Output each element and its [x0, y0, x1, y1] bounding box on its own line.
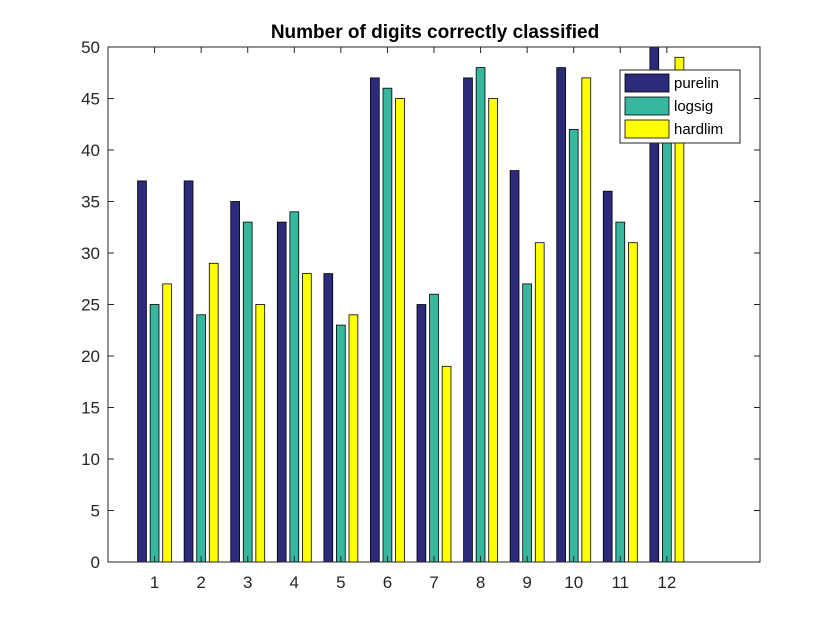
bar-logsig-6	[382, 87, 393, 563]
y-axis-ticks: 0 5 10 15 20 25 30 35 40 45 50	[81, 38, 760, 572]
bar-purelin-3	[230, 201, 240, 563]
y-tick-label: 20	[81, 347, 100, 366]
y-tick-label: 50	[81, 38, 100, 57]
bar-logsig-8	[475, 67, 486, 563]
x-tick-label: 2	[196, 573, 205, 592]
x-tick-label: 1	[150, 573, 159, 592]
bar-purelin-8	[463, 77, 473, 563]
bar-purelin-7	[416, 304, 427, 563]
y-tick-label: 0	[91, 553, 100, 572]
bar-purelin-4	[276, 221, 287, 563]
x-tick-label: 5	[336, 573, 345, 592]
x-tick-label: 10	[564, 573, 583, 592]
bar-hardlim-9	[534, 242, 545, 563]
y-tick-label: 25	[81, 296, 100, 315]
bar-purelin-11	[602, 190, 613, 563]
bars-group	[137, 46, 685, 563]
legend: purelin logsig hardlim	[619, 69, 741, 144]
bar-hardlim-2	[208, 262, 219, 563]
y-tick-label: 10	[81, 450, 100, 469]
x-tick-label: 8	[476, 573, 485, 592]
bar-logsig-11	[615, 221, 626, 563]
bar-purelin-5	[323, 273, 334, 563]
chart-title: Number of digits correctly classified	[271, 22, 599, 43]
bar-purelin-1	[137, 180, 147, 563]
y-tick-label: 40	[81, 141, 100, 160]
x-tick-label: 9	[522, 573, 531, 592]
bar-hardlim-8	[488, 98, 498, 563]
bar-hardlim-6	[395, 98, 405, 563]
x-tick-label: 3	[243, 573, 252, 592]
bar-logsig-5	[336, 324, 346, 563]
legend-swatch-logsig	[624, 96, 670, 116]
bar-logsig-7	[429, 293, 439, 563]
bar-hardlim-3	[255, 304, 266, 563]
y-tick-label: 5	[91, 502, 100, 521]
x-axis-ticks: 1 2 3 4 5 6 7 8 9 10 11 12	[150, 47, 676, 592]
bar-logsig-12	[662, 139, 672, 563]
bar-purelin-6	[370, 77, 380, 563]
x-tick-label: 12	[657, 573, 676, 592]
bar-hardlim-1	[162, 283, 172, 563]
x-tick-label: 7	[429, 573, 438, 592]
bar-purelin-2	[183, 180, 194, 563]
bar-purelin-9	[509, 170, 520, 563]
bar-purelin-10	[556, 67, 566, 563]
bar-logsig-4	[289, 211, 300, 563]
y-tick-label: 45	[81, 90, 100, 109]
bar-hardlim-4	[302, 273, 312, 563]
legend-label-logsig: logsig	[674, 98, 713, 115]
x-tick-label: 6	[383, 573, 392, 592]
bar-hardlim-10	[581, 77, 592, 563]
legend-label-hardlim: hardlim	[674, 121, 723, 138]
y-tick-label: 15	[81, 399, 100, 418]
y-tick-label: 35	[81, 193, 100, 212]
y-tick-label: 30	[81, 244, 100, 263]
x-tick-label: 11	[611, 573, 629, 592]
bar-logsig-3	[242, 221, 253, 563]
bar-hardlim-5	[348, 314, 359, 563]
legend-swatch-hardlim	[624, 119, 670, 139]
bar-logsig-9	[522, 283, 532, 563]
bar-logsig-1	[149, 304, 160, 563]
bar-hardlim-11	[628, 242, 638, 563]
x-tick-label: 4	[290, 573, 299, 592]
bar-logsig-2	[196, 314, 206, 563]
bar-hardlim-7	[441, 365, 452, 563]
legend-swatch-purelin	[624, 73, 670, 93]
bar-logsig-10	[568, 128, 579, 563]
legend-label-purelin: purelin	[674, 75, 719, 92]
